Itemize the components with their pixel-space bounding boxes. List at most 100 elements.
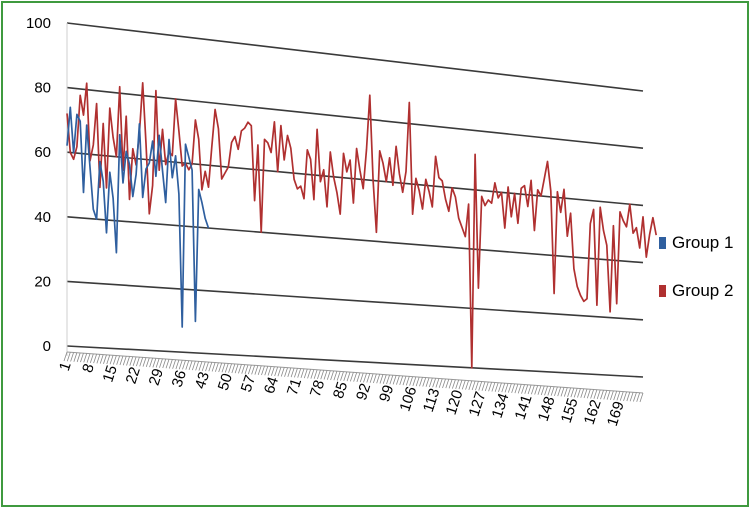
x-minor-tick xyxy=(349,372,354,382)
x-minor-tick xyxy=(547,386,552,396)
gridlines xyxy=(66,22,644,378)
x-minor-tick xyxy=(577,388,581,398)
x-minor-tick xyxy=(455,379,460,390)
x-minor-tick xyxy=(405,376,410,386)
x-tick-label: 36 xyxy=(169,368,190,389)
x-minor-tick xyxy=(277,367,282,377)
x-minor-tick xyxy=(527,384,532,395)
x-minor-tick xyxy=(379,374,384,384)
x-minor-tick xyxy=(257,365,262,375)
x-minor-tick xyxy=(310,369,315,379)
x-minor-tick xyxy=(106,354,111,365)
x-minor-tick xyxy=(231,363,236,374)
x-minor-tick xyxy=(600,390,604,400)
x-minor-tick xyxy=(521,384,525,394)
x-minor-tick xyxy=(145,357,150,367)
x-minor-tick xyxy=(290,368,295,378)
x-minor-tick xyxy=(228,363,232,373)
x-minor-tick xyxy=(586,389,591,399)
x-tick-label: 92 xyxy=(353,381,374,402)
x-minor-tick xyxy=(195,361,200,371)
gridline xyxy=(66,86,644,149)
x-minor-tick xyxy=(267,366,272,376)
gridline xyxy=(66,216,644,264)
x-minor-tick xyxy=(234,364,239,374)
x-minor-tick xyxy=(238,364,242,374)
x-minor-tick xyxy=(596,389,601,400)
x-tick-label: 134 xyxy=(489,391,513,420)
x-minor-tick xyxy=(136,357,140,367)
x-minor-tick xyxy=(251,365,255,375)
x-minor-tick xyxy=(185,360,190,370)
x-tick-label: 148 xyxy=(535,394,559,423)
x-minor-tick xyxy=(590,389,595,399)
x-tick-label: 155 xyxy=(558,396,582,425)
x-minor-tick xyxy=(488,382,492,392)
y-axis: 0 20 40 60 80 100 xyxy=(26,15,51,355)
x-minor-tick xyxy=(415,376,420,387)
x-minor-tick xyxy=(399,375,404,386)
x-minor-tick xyxy=(323,370,328,380)
x-minor-tick xyxy=(261,365,265,376)
x-minor-tick xyxy=(165,359,170,369)
x-minor-tick xyxy=(465,380,469,390)
x-axis-line xyxy=(66,351,644,394)
x-minor-tick xyxy=(346,372,351,382)
x-minor-tick xyxy=(458,379,463,390)
x-tick-label: 50 xyxy=(215,371,236,392)
x-minor-tick xyxy=(80,353,84,363)
x-minor-tick xyxy=(468,380,473,390)
x-tick-label: 127 xyxy=(466,390,490,419)
x-minor-tick xyxy=(402,376,407,386)
x-minor-tick xyxy=(122,356,127,366)
x-minor-tick xyxy=(593,389,598,399)
x-minor-tick xyxy=(326,370,331,380)
x-minor-tick xyxy=(412,376,417,386)
x-minor-tick xyxy=(619,391,624,401)
x-minor-tick xyxy=(218,362,223,373)
x-minor-tick xyxy=(461,380,466,390)
x-minor-tick xyxy=(280,367,285,377)
x-minor-tick xyxy=(247,364,252,375)
legend: Group 1 Group 2 xyxy=(659,233,733,300)
x-minor-tick xyxy=(340,371,344,381)
x-minor-tick xyxy=(537,385,542,395)
x-tick-label: 99 xyxy=(376,383,397,404)
x-minor-tick xyxy=(300,368,305,378)
x-minor-tick xyxy=(244,364,249,375)
x-minor-tick xyxy=(570,387,575,398)
x-minor-tick xyxy=(448,379,453,389)
x-tick-label: 22 xyxy=(123,365,144,386)
x-minor-tick xyxy=(514,383,519,394)
x-minor-tick xyxy=(432,378,437,388)
x-minor-tick xyxy=(501,383,506,393)
x-minor-tick xyxy=(376,374,381,384)
x-tick-label: 120 xyxy=(443,388,467,417)
x-minor-tick xyxy=(504,383,509,393)
x-minor-tick xyxy=(76,352,81,363)
x-minor-tick xyxy=(116,355,121,365)
x-minor-tick xyxy=(221,363,226,373)
x-minor-tick xyxy=(560,387,565,397)
x-minor-tick xyxy=(317,369,321,380)
x-minor-tick xyxy=(178,360,183,370)
x-minor-tick xyxy=(484,381,489,392)
plot-area xyxy=(66,81,658,369)
x-minor-tick xyxy=(155,358,160,368)
x-minor-tick xyxy=(211,362,216,372)
x-minor-tick xyxy=(215,362,219,372)
line-chart: 0 20 40 60 80 100 1 8 15 22 29 36 43 50 57 64 71 78 85 92 9… xyxy=(26,15,733,428)
x-minor-tick xyxy=(201,361,206,371)
y-tick-label: 80 xyxy=(34,80,51,97)
x-minor-tick xyxy=(524,384,529,394)
x-minor-tick xyxy=(616,391,621,401)
x-minor-tick xyxy=(274,366,279,377)
x-minor-tick xyxy=(303,368,308,379)
x-minor-tick xyxy=(567,387,571,397)
x-minor-tick xyxy=(63,351,68,362)
y-tick-label: 20 xyxy=(34,273,51,290)
x-tick-label: 141 xyxy=(512,393,536,422)
x-tick-label: 8 xyxy=(79,362,98,375)
x-minor-tick xyxy=(208,362,213,372)
x-minor-tick xyxy=(517,384,522,394)
